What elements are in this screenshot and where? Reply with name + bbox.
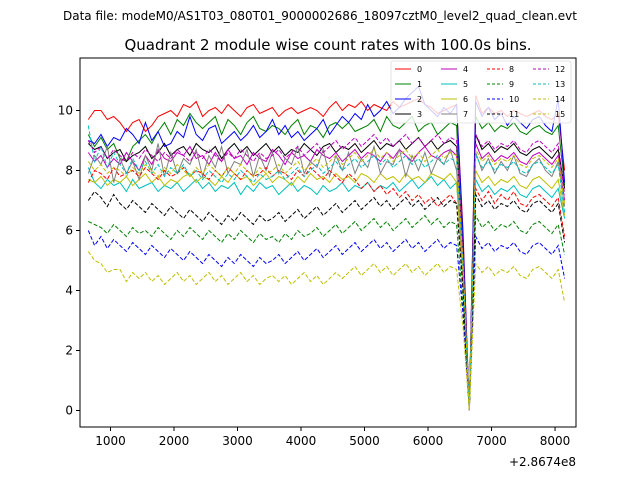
x-tick-label: 6000: [413, 434, 444, 448]
plot-frame: [79, 57, 577, 428]
chart-title: Quadrant 2 module wise count rates with …: [124, 36, 531, 54]
series-layer: [87, 85, 566, 411]
legend-label-5: 5: [463, 80, 468, 89]
series-line-13: [87, 125, 566, 411]
x-offset-label: +2.8674e8: [509, 455, 576, 469]
series-line-4: [87, 143, 566, 411]
x-tick-label: 4000: [286, 434, 317, 448]
y-tick-label: 10: [58, 104, 73, 118]
y-tick-label: 4: [65, 284, 73, 298]
legend-label-4: 4: [463, 65, 468, 74]
series-line-14: [87, 251, 566, 411]
legend-label-2: 2: [417, 95, 422, 104]
x-tick-label: 5000: [349, 434, 380, 448]
legend-label-6: 6: [463, 95, 468, 104]
series-line-9: [88, 213, 566, 411]
legend-label-10: 10: [509, 95, 519, 104]
x-tick-label: 2000: [159, 434, 190, 448]
legend-label-8: 8: [509, 65, 514, 74]
legend-box: [390, 60, 572, 124]
series-line-10: [87, 230, 566, 411]
legend-label-1: 1: [417, 80, 422, 89]
x-tick-label: 3000: [222, 434, 253, 448]
legend-label-9: 9: [509, 80, 514, 89]
series-line-12: [87, 132, 566, 411]
legend-label-12: 12: [555, 65, 565, 74]
chart-suptitle: Data file: modeM0/AS1T03_080T01_90000026…: [63, 9, 577, 23]
y-tick-label: 2: [65, 344, 73, 358]
x-tick-label: 8000: [540, 434, 571, 448]
series-line-8: [87, 166, 566, 411]
series-line-0: [87, 95, 566, 411]
series-line-6: [88, 168, 566, 411]
legend-label-13: 13: [555, 80, 565, 89]
axes-layer: 1000 2000 3000 4000 5000 6000 7000 8000 0 2 4 6 8 10: [58, 104, 571, 449]
y-tick-label: 0: [65, 404, 73, 418]
legend-label-0: 0: [417, 65, 422, 74]
y-tick-label: 6: [65, 224, 73, 238]
series-line-5: [87, 167, 566, 411]
y-tick-label: 8: [65, 164, 73, 178]
x-tick-label: 7000: [476, 434, 507, 448]
legend-label-3: 3: [417, 110, 422, 119]
series-line-3: [87, 134, 566, 411]
legend-label-14: 14: [555, 95, 565, 104]
legend-label-15: 15: [555, 110, 565, 119]
series-line-1: [87, 112, 566, 411]
legend-label-11: 11: [509, 110, 519, 119]
legend-label-7: 7: [463, 110, 468, 119]
series-line-15: [87, 147, 566, 411]
series-line-11: [87, 190, 566, 411]
x-tick-label: 1000: [95, 434, 126, 448]
